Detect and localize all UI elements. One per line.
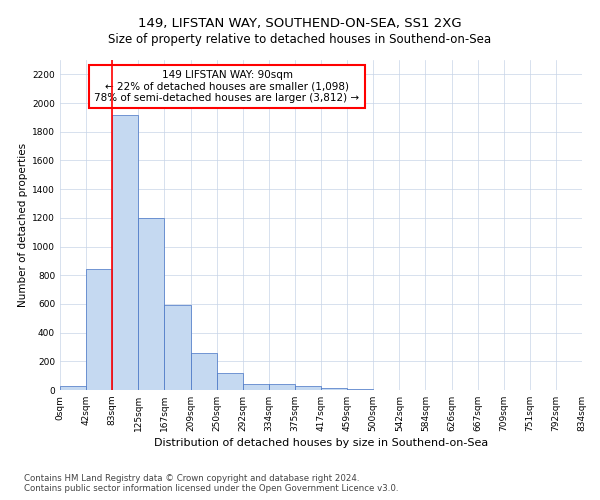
Bar: [164, 306, 191, 390]
Text: Size of property relative to detached houses in Southend-on-Sea: Size of property relative to detached ho…: [109, 32, 491, 46]
Text: Contains public sector information licensed under the Open Government Licence v3: Contains public sector information licen…: [24, 484, 398, 493]
Bar: [217, 373, 243, 390]
Bar: [60, 386, 86, 390]
Bar: [321, 388, 347, 390]
Bar: [269, 384, 295, 390]
Text: 149, LIFSTAN WAY, SOUTHEND-ON-SEA, SS1 2XG: 149, LIFSTAN WAY, SOUTHEND-ON-SEA, SS1 2…: [138, 18, 462, 30]
Bar: [86, 270, 112, 390]
Bar: [191, 352, 217, 390]
Y-axis label: Number of detached properties: Number of detached properties: [18, 143, 28, 307]
Bar: [112, 114, 139, 390]
Text: 149 LIFSTAN WAY: 90sqm
← 22% of detached houses are smaller (1,098)
78% of semi-: 149 LIFSTAN WAY: 90sqm ← 22% of detached…: [94, 70, 359, 103]
Text: Contains HM Land Registry data © Crown copyright and database right 2024.: Contains HM Land Registry data © Crown c…: [24, 474, 359, 483]
X-axis label: Distribution of detached houses by size in Southend-on-Sea: Distribution of detached houses by size …: [154, 438, 488, 448]
Bar: [243, 384, 269, 390]
Bar: [295, 386, 321, 390]
Bar: [139, 218, 164, 390]
